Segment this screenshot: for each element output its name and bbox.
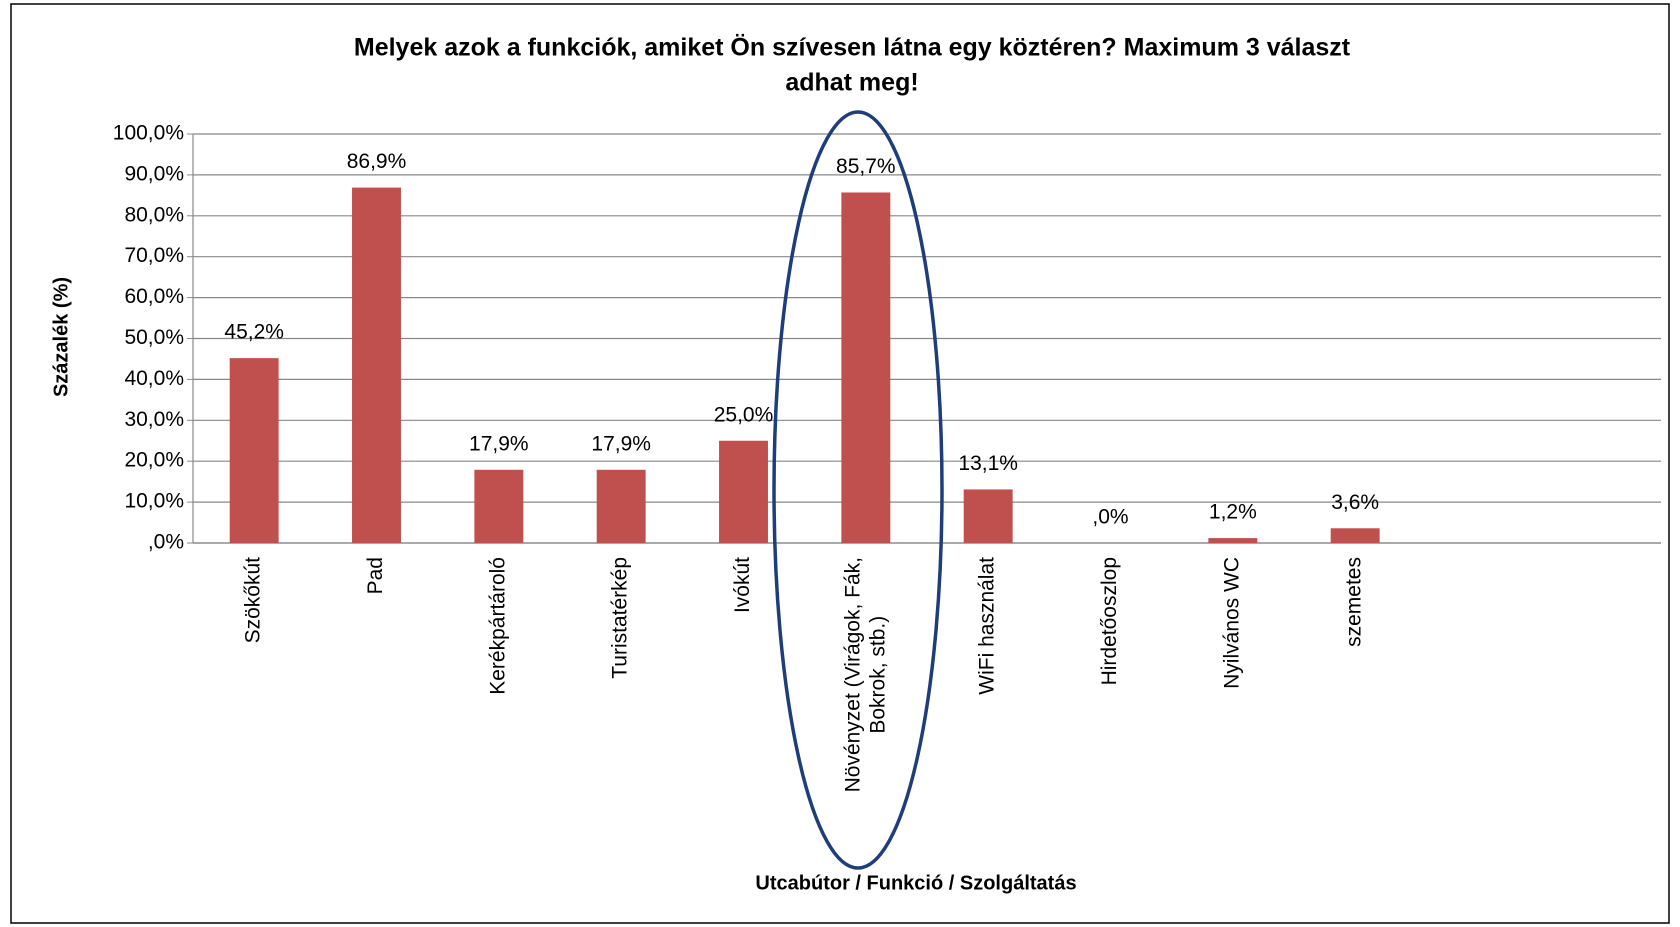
data-label: ,0% (1092, 506, 1128, 529)
y-tick-label: 50,0% (124, 326, 184, 349)
y-tick-label: 40,0% (124, 367, 184, 390)
y-tick-label: 10,0% (124, 490, 184, 513)
y-tick-label: 60,0% (124, 285, 184, 308)
y-tick-label: 90,0% (124, 162, 184, 185)
chart-title: adhat meg! (785, 69, 918, 97)
bar (1330, 528, 1380, 543)
y-tick-label: 70,0% (124, 244, 184, 267)
data-label: 1,2% (1209, 501, 1257, 524)
chart-title: Melyek azok a funkciók, amiket Ön szíves… (354, 33, 1351, 62)
bar (1208, 538, 1258, 543)
x-tick-label: Szökőkút (242, 557, 265, 644)
x-tick-label: szemetes (1343, 557, 1366, 647)
bar (719, 440, 768, 543)
data-label: 17,9% (591, 432, 651, 455)
x-tick-label: Ivókút (731, 557, 754, 613)
x-tick-label: WiFi használat (976, 557, 999, 695)
y-axis-title: Százalék (%) (50, 277, 72, 397)
data-label: 86,9% (347, 150, 407, 173)
data-label: 45,2% (224, 321, 284, 344)
x-tick-label: Hirdetőoszlop (1098, 557, 1121, 685)
x-tick-label: Turistatérkép (609, 557, 632, 679)
highlight-ellipse (772, 110, 944, 870)
data-label: 85,7% (836, 155, 896, 178)
bar (474, 469, 524, 543)
x-tick-label: Nyilvános WC (1220, 557, 1243, 689)
bar (596, 469, 646, 543)
y-tick-label: ,0% (148, 531, 184, 554)
x-tick-label: Kerékpártároló (486, 557, 509, 695)
bar (352, 187, 401, 544)
x-tick-label: Növényzet (Virágok, Fák,Bokrok, stb.) (841, 557, 889, 792)
chart-frame (10, 3, 1670, 924)
bar (841, 192, 891, 543)
data-label: 3,6% (1331, 491, 1379, 514)
data-label: 13,1% (958, 452, 1018, 475)
y-tick-label: 20,0% (124, 449, 184, 472)
x-tick-label: Pad (364, 557, 387, 594)
y-tick-label: 30,0% (124, 408, 184, 431)
data-label: 17,9% (469, 432, 529, 455)
x-axis-title: Utcabútor / Funkció / Szolgáltatás (755, 872, 1076, 894)
data-label: 25,0% (714, 403, 774, 426)
bar (229, 358, 279, 543)
y-tick-label: 100,0% (113, 122, 184, 145)
bar (963, 489, 1013, 543)
y-tick-label: 80,0% (124, 203, 184, 226)
